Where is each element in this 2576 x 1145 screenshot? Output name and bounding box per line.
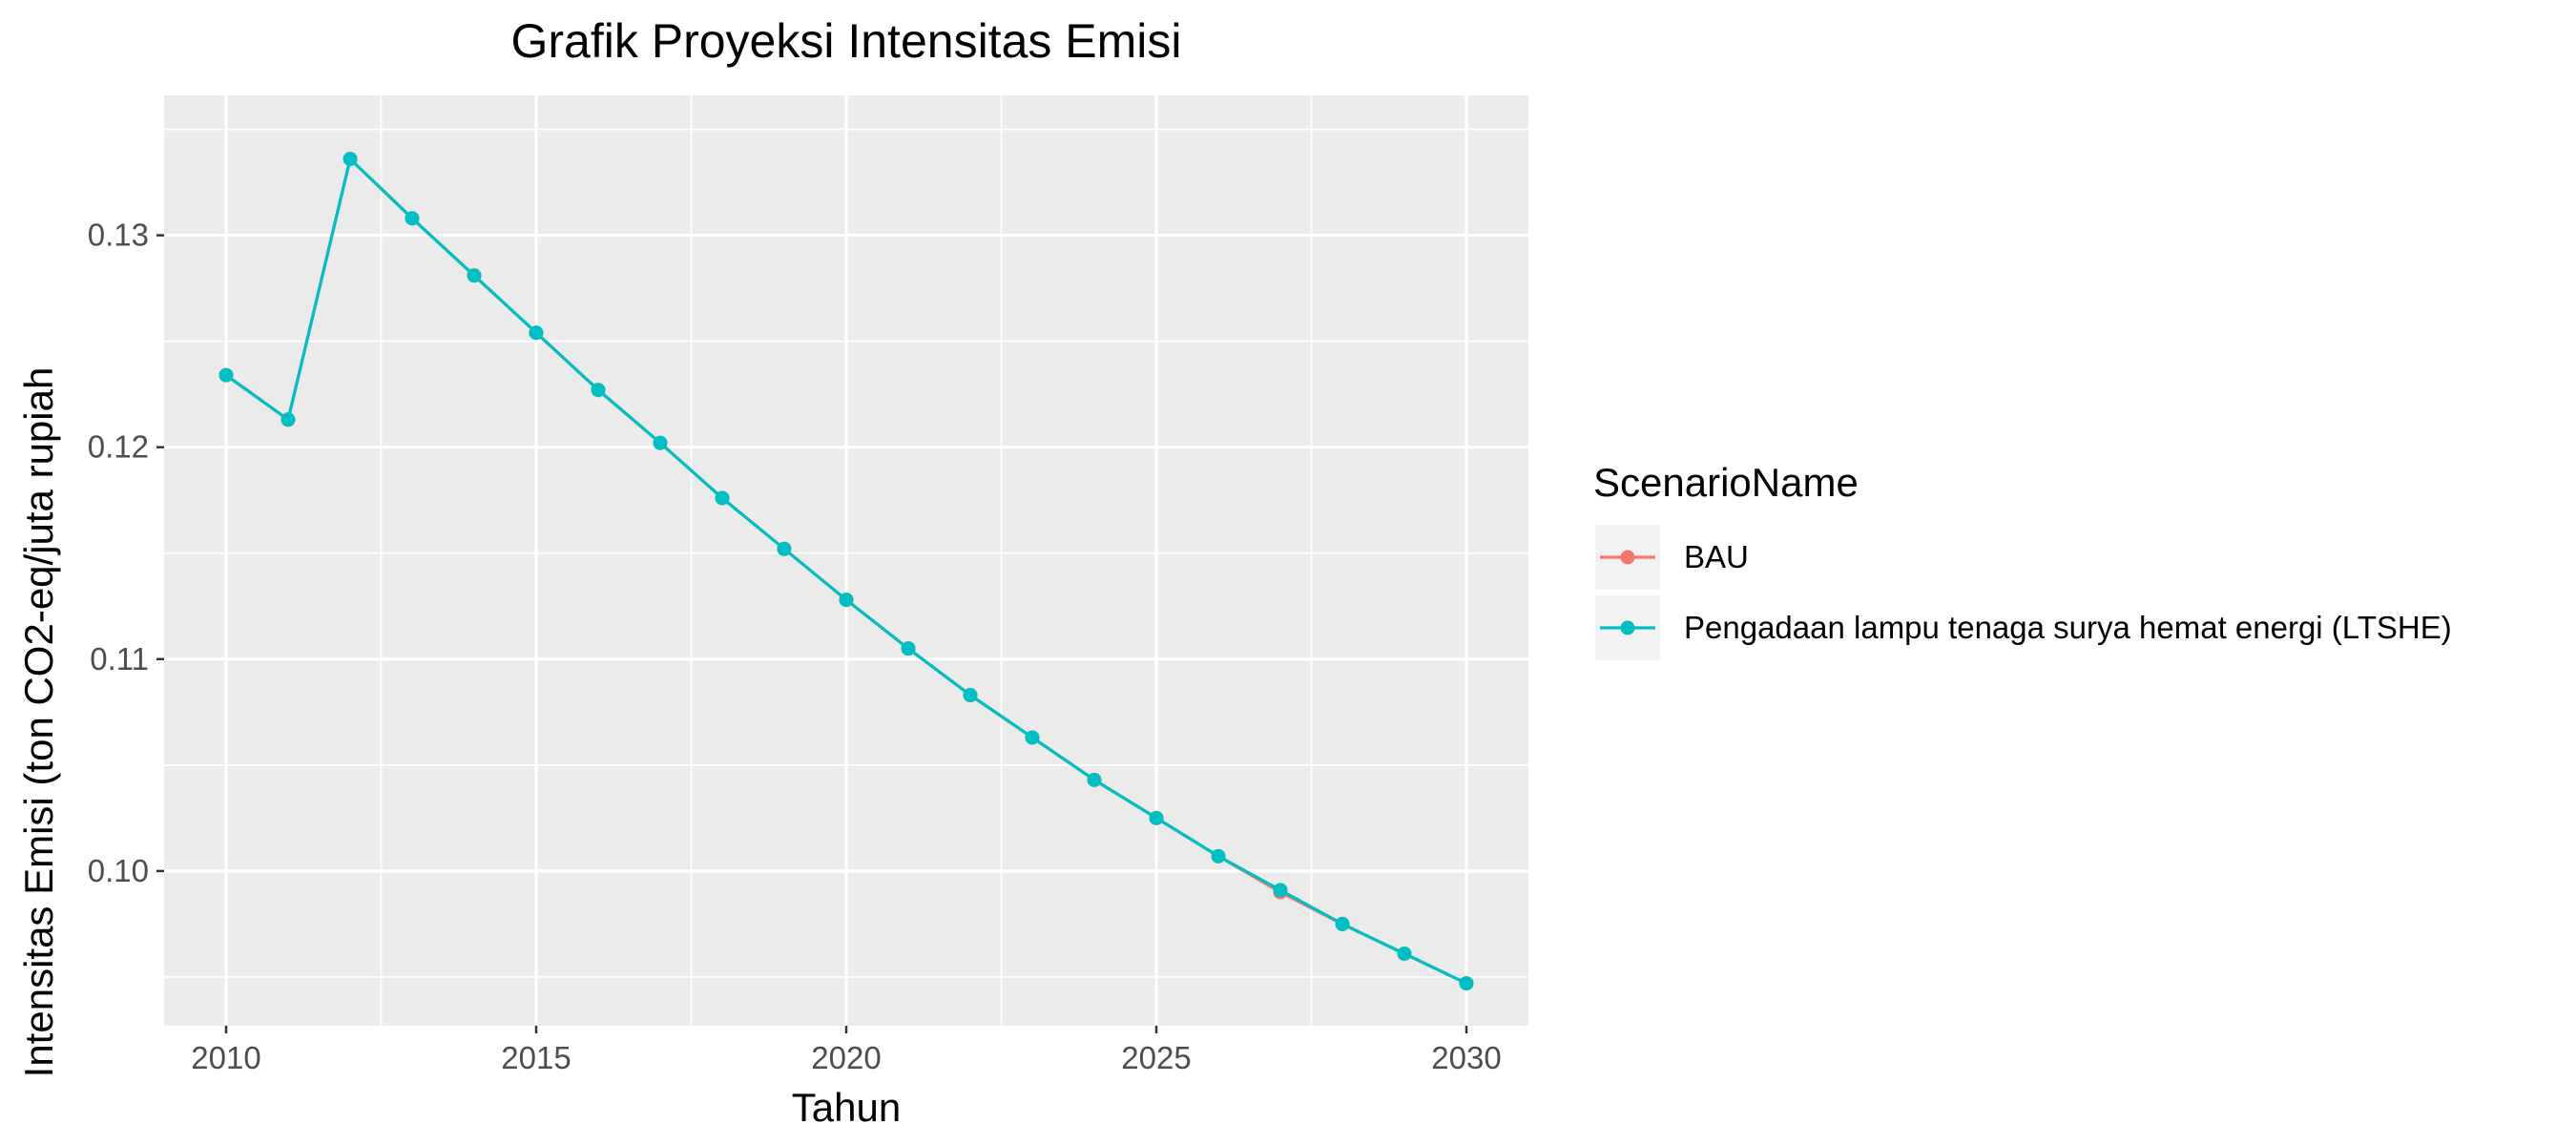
data-point-s2-2026 <box>1211 848 1226 864</box>
chart-title: Grafik Proyeksi Intensitas Emisi <box>511 14 1182 68</box>
x-tick-label: 2025 <box>1121 1040 1191 1075</box>
data-point-s2-2021 <box>901 641 916 656</box>
x-tick-label: 2010 <box>191 1040 260 1075</box>
legend-label-1: BAU <box>1684 539 1749 574</box>
x-tick-label: 2015 <box>501 1040 571 1075</box>
data-point-s2-2025 <box>1149 810 1164 825</box>
data-point-s2-2018 <box>715 490 730 506</box>
data-point-s2-2023 <box>1025 730 1040 745</box>
data-point-s2-2012 <box>343 152 358 167</box>
x-axis-title: Tahun <box>792 1085 901 1130</box>
plot-panel <box>164 95 1528 1026</box>
data-point-s2-2024 <box>1087 772 1102 787</box>
y-tick-label: 0.11 <box>90 641 149 677</box>
legend-label-2: Pengadaan lampu tenaga surya hemat energ… <box>1684 610 2452 645</box>
data-point-s2-2022 <box>963 688 978 703</box>
x-tick-label: 2020 <box>811 1040 881 1075</box>
data-point-s2-2029 <box>1397 946 1412 961</box>
data-point-s2-2016 <box>591 383 606 398</box>
data-point-s2-2030 <box>1459 976 1474 991</box>
data-point-s2-2011 <box>280 412 296 427</box>
data-point-s2-2010 <box>218 367 234 383</box>
x-tick-label: 2030 <box>1431 1040 1501 1075</box>
data-point-s2-2013 <box>405 211 420 226</box>
y-tick-label: 0.13 <box>88 218 149 253</box>
data-point-s2-2019 <box>777 541 792 556</box>
data-point-s2-2027 <box>1273 883 1288 898</box>
y-tick-label: 0.12 <box>88 429 149 465</box>
legend: ScenarioName BAU Pengadaan lampu tenaga s… <box>1593 460 2452 660</box>
data-point-s2-2017 <box>653 435 668 450</box>
y-axis-title: Intensitas Emisi (ton CO2-eq/juta rupiah <box>16 367 61 1078</box>
data-point-s2-2015 <box>529 325 544 341</box>
data-point-s2-2028 <box>1335 916 1350 931</box>
data-point-s2-2020 <box>839 593 854 608</box>
data-point-s2-2014 <box>467 268 482 283</box>
legend-key-point-1 <box>1620 550 1635 565</box>
y-tick-label: 0.10 <box>88 853 149 888</box>
legend-title: ScenarioName <box>1593 460 1859 505</box>
legend-key-point-2 <box>1620 620 1635 635</box>
